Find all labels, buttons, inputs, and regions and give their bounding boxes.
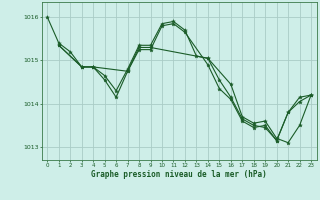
- X-axis label: Graphe pression niveau de la mer (hPa): Graphe pression niveau de la mer (hPa): [91, 170, 267, 179]
